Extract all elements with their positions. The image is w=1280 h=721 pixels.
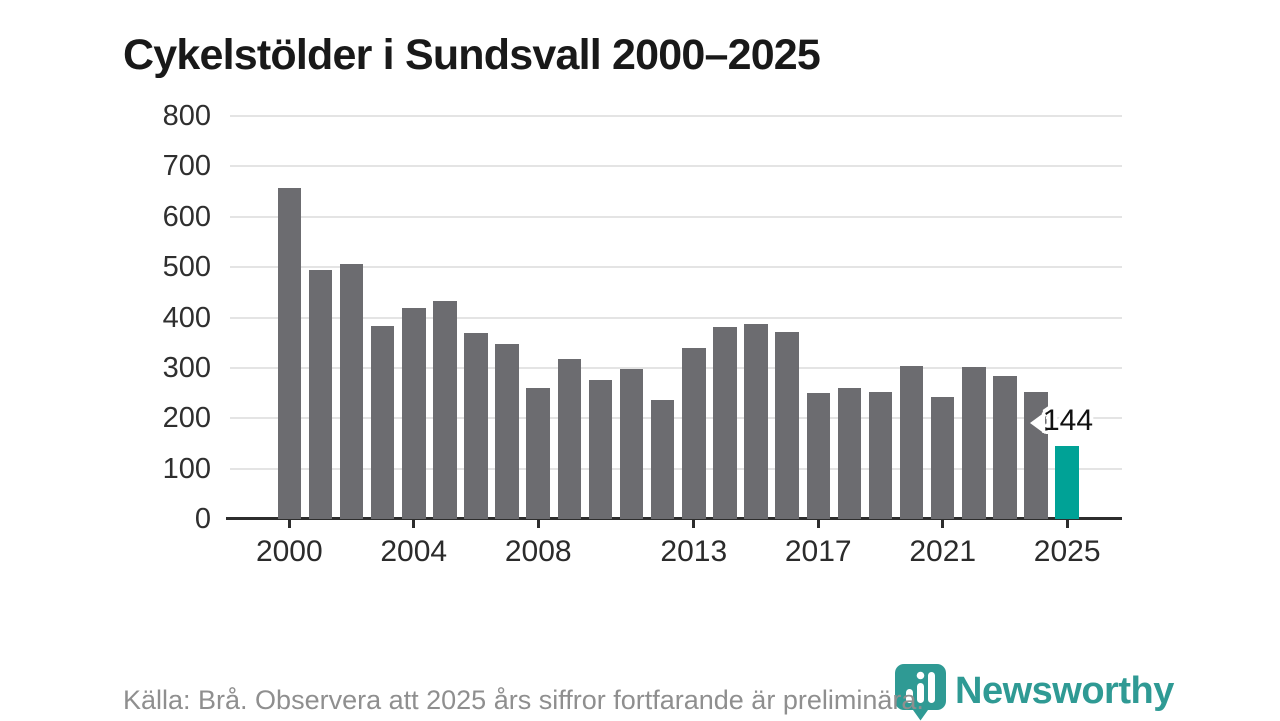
- gridline: [230, 316, 1122, 319]
- x-axis-tick-label: 2021: [909, 535, 977, 568]
- x-axis-tick: [412, 519, 416, 528]
- newsworthy-pin-barchart-icon: [895, 664, 946, 721]
- gridline: [230, 467, 1122, 470]
- y-axis-tick-label: 100: [162, 452, 211, 485]
- bar: [370, 325, 395, 519]
- y-axis-tick-label: 700: [162, 150, 211, 183]
- bar: [744, 323, 768, 519]
- gridline: [230, 266, 1122, 269]
- y-axis-tick-label: 400: [162, 301, 211, 334]
- x-axis-tick-label: 2008: [504, 535, 572, 568]
- x-axis-tick: [692, 519, 696, 528]
- chart-title: Cykelstölder i Sundsvall 2000–2025: [123, 30, 821, 79]
- y-axis-tick-label: 800: [162, 100, 211, 132]
- bar-value-label: 144: [1029, 404, 1094, 437]
- bar: [650, 399, 675, 519]
- bar: [806, 393, 830, 519]
- bar: [277, 187, 302, 519]
- bar: [464, 332, 488, 519]
- bar: [1055, 446, 1079, 519]
- gridline: [230, 115, 1122, 117]
- bar: [308, 270, 333, 519]
- bar: [713, 327, 737, 519]
- x-axis-tick: [287, 519, 291, 528]
- y-axis-tick-label: 200: [162, 402, 211, 435]
- bar-chart: 144 0 100 200 300 400 500 600 700 800 2000 2004 200…: [163, 100, 1122, 568]
- bar: [899, 366, 924, 519]
- y-axis-tick-label: 600: [162, 200, 211, 233]
- bar: [619, 368, 644, 519]
- x-axis-tick-label: 2025: [1033, 535, 1101, 568]
- x-axis-tick-label: 2004: [380, 535, 448, 568]
- y-axis-tick-label: 300: [162, 351, 211, 384]
- bar: [526, 387, 550, 519]
- x-axis-tick: [536, 519, 540, 528]
- newsworthy-wordmark: Newsworthy: [955, 670, 1174, 712]
- bar: [993, 375, 1017, 519]
- bar: [775, 332, 799, 519]
- newsworthy-logo[interactable]: Newsworthy: [894, 663, 1174, 721]
- bar: [402, 307, 426, 519]
- bar: [495, 344, 519, 519]
- bar: [930, 396, 955, 519]
- x-axis-tick-label: 2017: [784, 535, 852, 568]
- bar: [557, 358, 582, 519]
- bar: [433, 300, 457, 519]
- bar: [339, 263, 364, 519]
- x-axis-tick-label: 2013: [660, 535, 728, 568]
- gridline: [230, 417, 1122, 420]
- x-axis-tick: [941, 519, 945, 528]
- y-axis-tick-label: 500: [162, 251, 211, 284]
- gridline: [230, 215, 1122, 218]
- bar: [682, 347, 706, 519]
- gridline: [230, 165, 1122, 168]
- bar: [588, 379, 613, 519]
- x-axis-tick-label: 2000: [255, 535, 323, 568]
- x-axis-tick: [816, 519, 820, 528]
- source-note: Källa: Brå. Observera att 2025 års siffr…: [123, 685, 924, 715]
- gridline: [230, 366, 1122, 369]
- bar: [962, 366, 986, 519]
- x-axis-tick: [1065, 519, 1069, 528]
- y-axis-tick-label: 0: [194, 503, 211, 535]
- bar: [868, 392, 893, 519]
- bar: [837, 387, 862, 519]
